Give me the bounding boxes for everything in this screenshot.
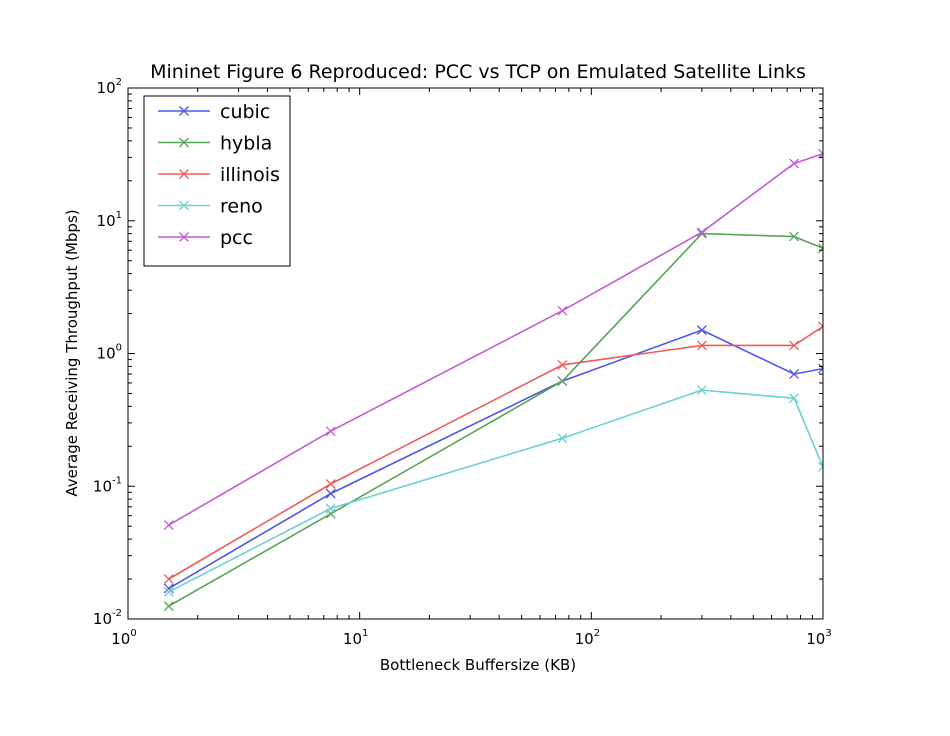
x-tick-label: 103 <box>806 628 831 648</box>
point-reno-2 <box>557 433 568 444</box>
x-tick-base: 10 <box>806 630 825 648</box>
point-illinois-2 <box>557 359 568 370</box>
y-tick-base: 10 <box>97 345 116 363</box>
point-pcc-3 <box>696 227 707 238</box>
y-tick-label: 10-2 <box>93 608 122 628</box>
legend-label: illinois <box>220 164 280 186</box>
point-illinois-5 <box>818 321 823 332</box>
y-tick-label: 101 <box>97 210 122 230</box>
x-tick-label: 100 <box>111 628 136 648</box>
point-illinois-1 <box>325 479 336 489</box>
y-axis-title: Average Receiving Throughput (Mbps) <box>63 209 81 496</box>
line-pcc <box>168 152 823 526</box>
point-reno-5 <box>818 461 823 472</box>
point-pcc-4 <box>789 158 800 169</box>
y-tick-base: 10 <box>97 212 116 230</box>
legend-label: reno <box>220 196 263 218</box>
y-tick-label: 102 <box>97 77 122 97</box>
legend-label: hybla <box>220 133 272 155</box>
point-pcc-1 <box>325 426 336 437</box>
point-cubic-0 <box>163 583 174 594</box>
y-tick-exponent: 0 <box>116 343 122 354</box>
legend-item-pcc: pcc <box>158 227 253 249</box>
x-tick-exponent: 1 <box>362 628 368 639</box>
x-tick-label: 101 <box>343 628 368 648</box>
x-tick-exponent: 0 <box>130 628 136 639</box>
point-hybla-0 <box>163 601 174 612</box>
series-illinois <box>163 321 823 584</box>
y-tick-label: 10-1 <box>93 475 122 495</box>
point-reno-1 <box>325 503 336 514</box>
point-pcc-5 <box>818 148 823 159</box>
point-cubic-1 <box>325 488 336 499</box>
x-tick-base: 10 <box>575 630 594 648</box>
y-tick-base: 10 <box>93 610 112 628</box>
x-tick-label: 102 <box>575 628 600 648</box>
x-tick-base: 10 <box>343 630 362 648</box>
point-reno-4 <box>789 393 800 404</box>
y-tick-base: 10 <box>97 79 116 97</box>
series-hybla <box>163 228 823 612</box>
line-illinois <box>168 325 823 580</box>
line-hybla <box>168 232 823 607</box>
legend-marker <box>179 200 189 211</box>
point-hybla-2 <box>557 376 568 387</box>
legend-marker <box>179 232 189 242</box>
plot-area <box>163 148 823 612</box>
point-cubic-5 <box>818 363 823 374</box>
legend-label: pcc <box>220 227 253 249</box>
x-axis-title: Bottleneck Buffersize (KB) <box>380 656 576 674</box>
point-reno-0 <box>163 586 174 597</box>
point-illinois-4 <box>789 340 800 351</box>
y-tick-exponent: -2 <box>112 608 122 619</box>
point-hybla-5 <box>818 243 823 254</box>
point-cubic-3 <box>696 325 707 336</box>
legend-marker <box>179 106 189 116</box>
point-pcc-0 <box>163 520 174 531</box>
point-pcc-2 <box>557 305 568 316</box>
legend: cubic hybla illinois reno pcc <box>143 95 291 267</box>
legend-label: cubic <box>220 101 270 123</box>
y-tick-exponent: -1 <box>112 475 122 486</box>
x-tick-base: 10 <box>111 630 130 648</box>
legend-marker <box>179 137 189 148</box>
legend-item-hybla: hybla <box>158 133 272 155</box>
chart-title: Mininet Figure 6 Reproduced: PCC vs TCP … <box>150 61 806 83</box>
legend-item-cubic: cubic <box>158 101 270 123</box>
x-tick-exponent: 2 <box>594 628 600 639</box>
x-tick-exponent: 3 <box>825 628 831 639</box>
point-cubic-4 <box>789 369 800 380</box>
y-tick-label: 100 <box>97 343 122 363</box>
line-reno <box>168 389 823 593</box>
point-reno-3 <box>696 385 707 396</box>
point-illinois-0 <box>163 574 174 584</box>
legend-item-illinois: illinois <box>158 164 280 186</box>
series-pcc <box>163 148 823 531</box>
y-tick-base: 10 <box>93 477 112 495</box>
legend-marker <box>179 169 189 179</box>
legend-item-reno: reno <box>158 196 263 218</box>
point-illinois-3 <box>696 340 707 351</box>
point-hybla-4 <box>789 231 800 242</box>
y-tick-exponent: 2 <box>116 77 122 88</box>
series-reno <box>163 385 823 597</box>
y-tick-exponent: 1 <box>116 210 122 221</box>
